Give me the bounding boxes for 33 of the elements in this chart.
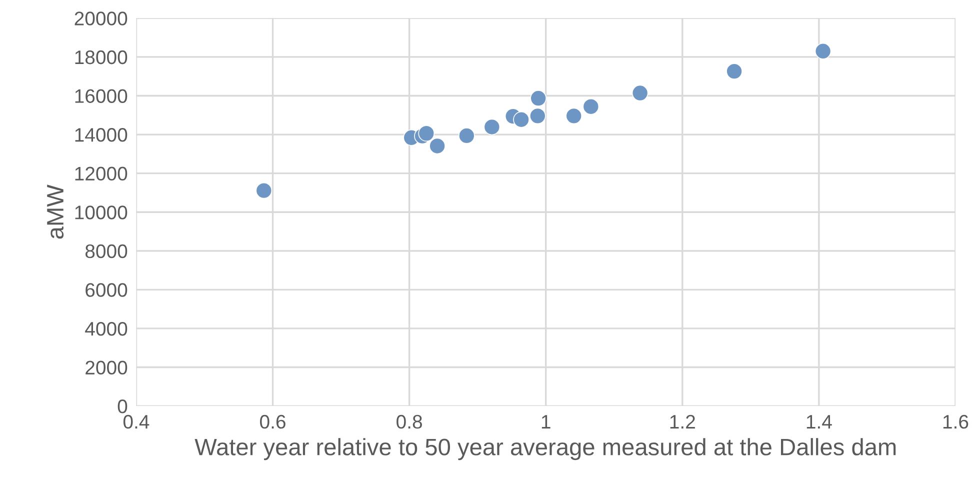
y-tick-label: 20000 bbox=[74, 12, 128, 26]
point bbox=[418, 125, 435, 142]
x-tick-label: 1.2 bbox=[670, 414, 695, 428]
x-tick-label: 0.6 bbox=[260, 414, 286, 429]
y-tick-label: 2000 bbox=[86, 360, 128, 375]
point bbox=[566, 108, 582, 124]
point bbox=[530, 90, 547, 106]
point bbox=[458, 128, 475, 144]
y-tick-label: 14000 bbox=[75, 128, 128, 142]
x-tick-label: 1 bbox=[542, 415, 550, 428]
point bbox=[256, 182, 272, 199]
point bbox=[529, 108, 546, 124]
y-tick-label: 4000 bbox=[85, 322, 128, 336]
x-tick-label: 0.8 bbox=[396, 414, 422, 429]
x-tick-label: 1.6 bbox=[943, 414, 968, 429]
y-tick-label: 10000 bbox=[75, 206, 128, 220]
y-tick-label: 8000 bbox=[85, 244, 128, 258]
point bbox=[726, 63, 742, 80]
y-tick-label: 0 bbox=[118, 400, 128, 414]
x-axis-title: Water year relative to 50 year average measured at the Dalles dam bbox=[194, 438, 896, 460]
y-axis-title: aMW bbox=[47, 184, 64, 239]
y-tick-label: 6000 bbox=[86, 283, 128, 297]
point bbox=[429, 138, 446, 154]
point bbox=[814, 42, 832, 60]
x-tick-label: 0.4 bbox=[123, 414, 150, 429]
point bbox=[513, 111, 530, 128]
point bbox=[582, 98, 600, 115]
y-tick-label: 18000 bbox=[75, 50, 128, 64]
x-tick-label: 1.4 bbox=[806, 415, 832, 428]
point bbox=[484, 118, 500, 136]
point bbox=[632, 84, 648, 102]
y-tick-label: 16000 bbox=[75, 89, 128, 103]
y-tick-label: 12000 bbox=[75, 166, 128, 181]
